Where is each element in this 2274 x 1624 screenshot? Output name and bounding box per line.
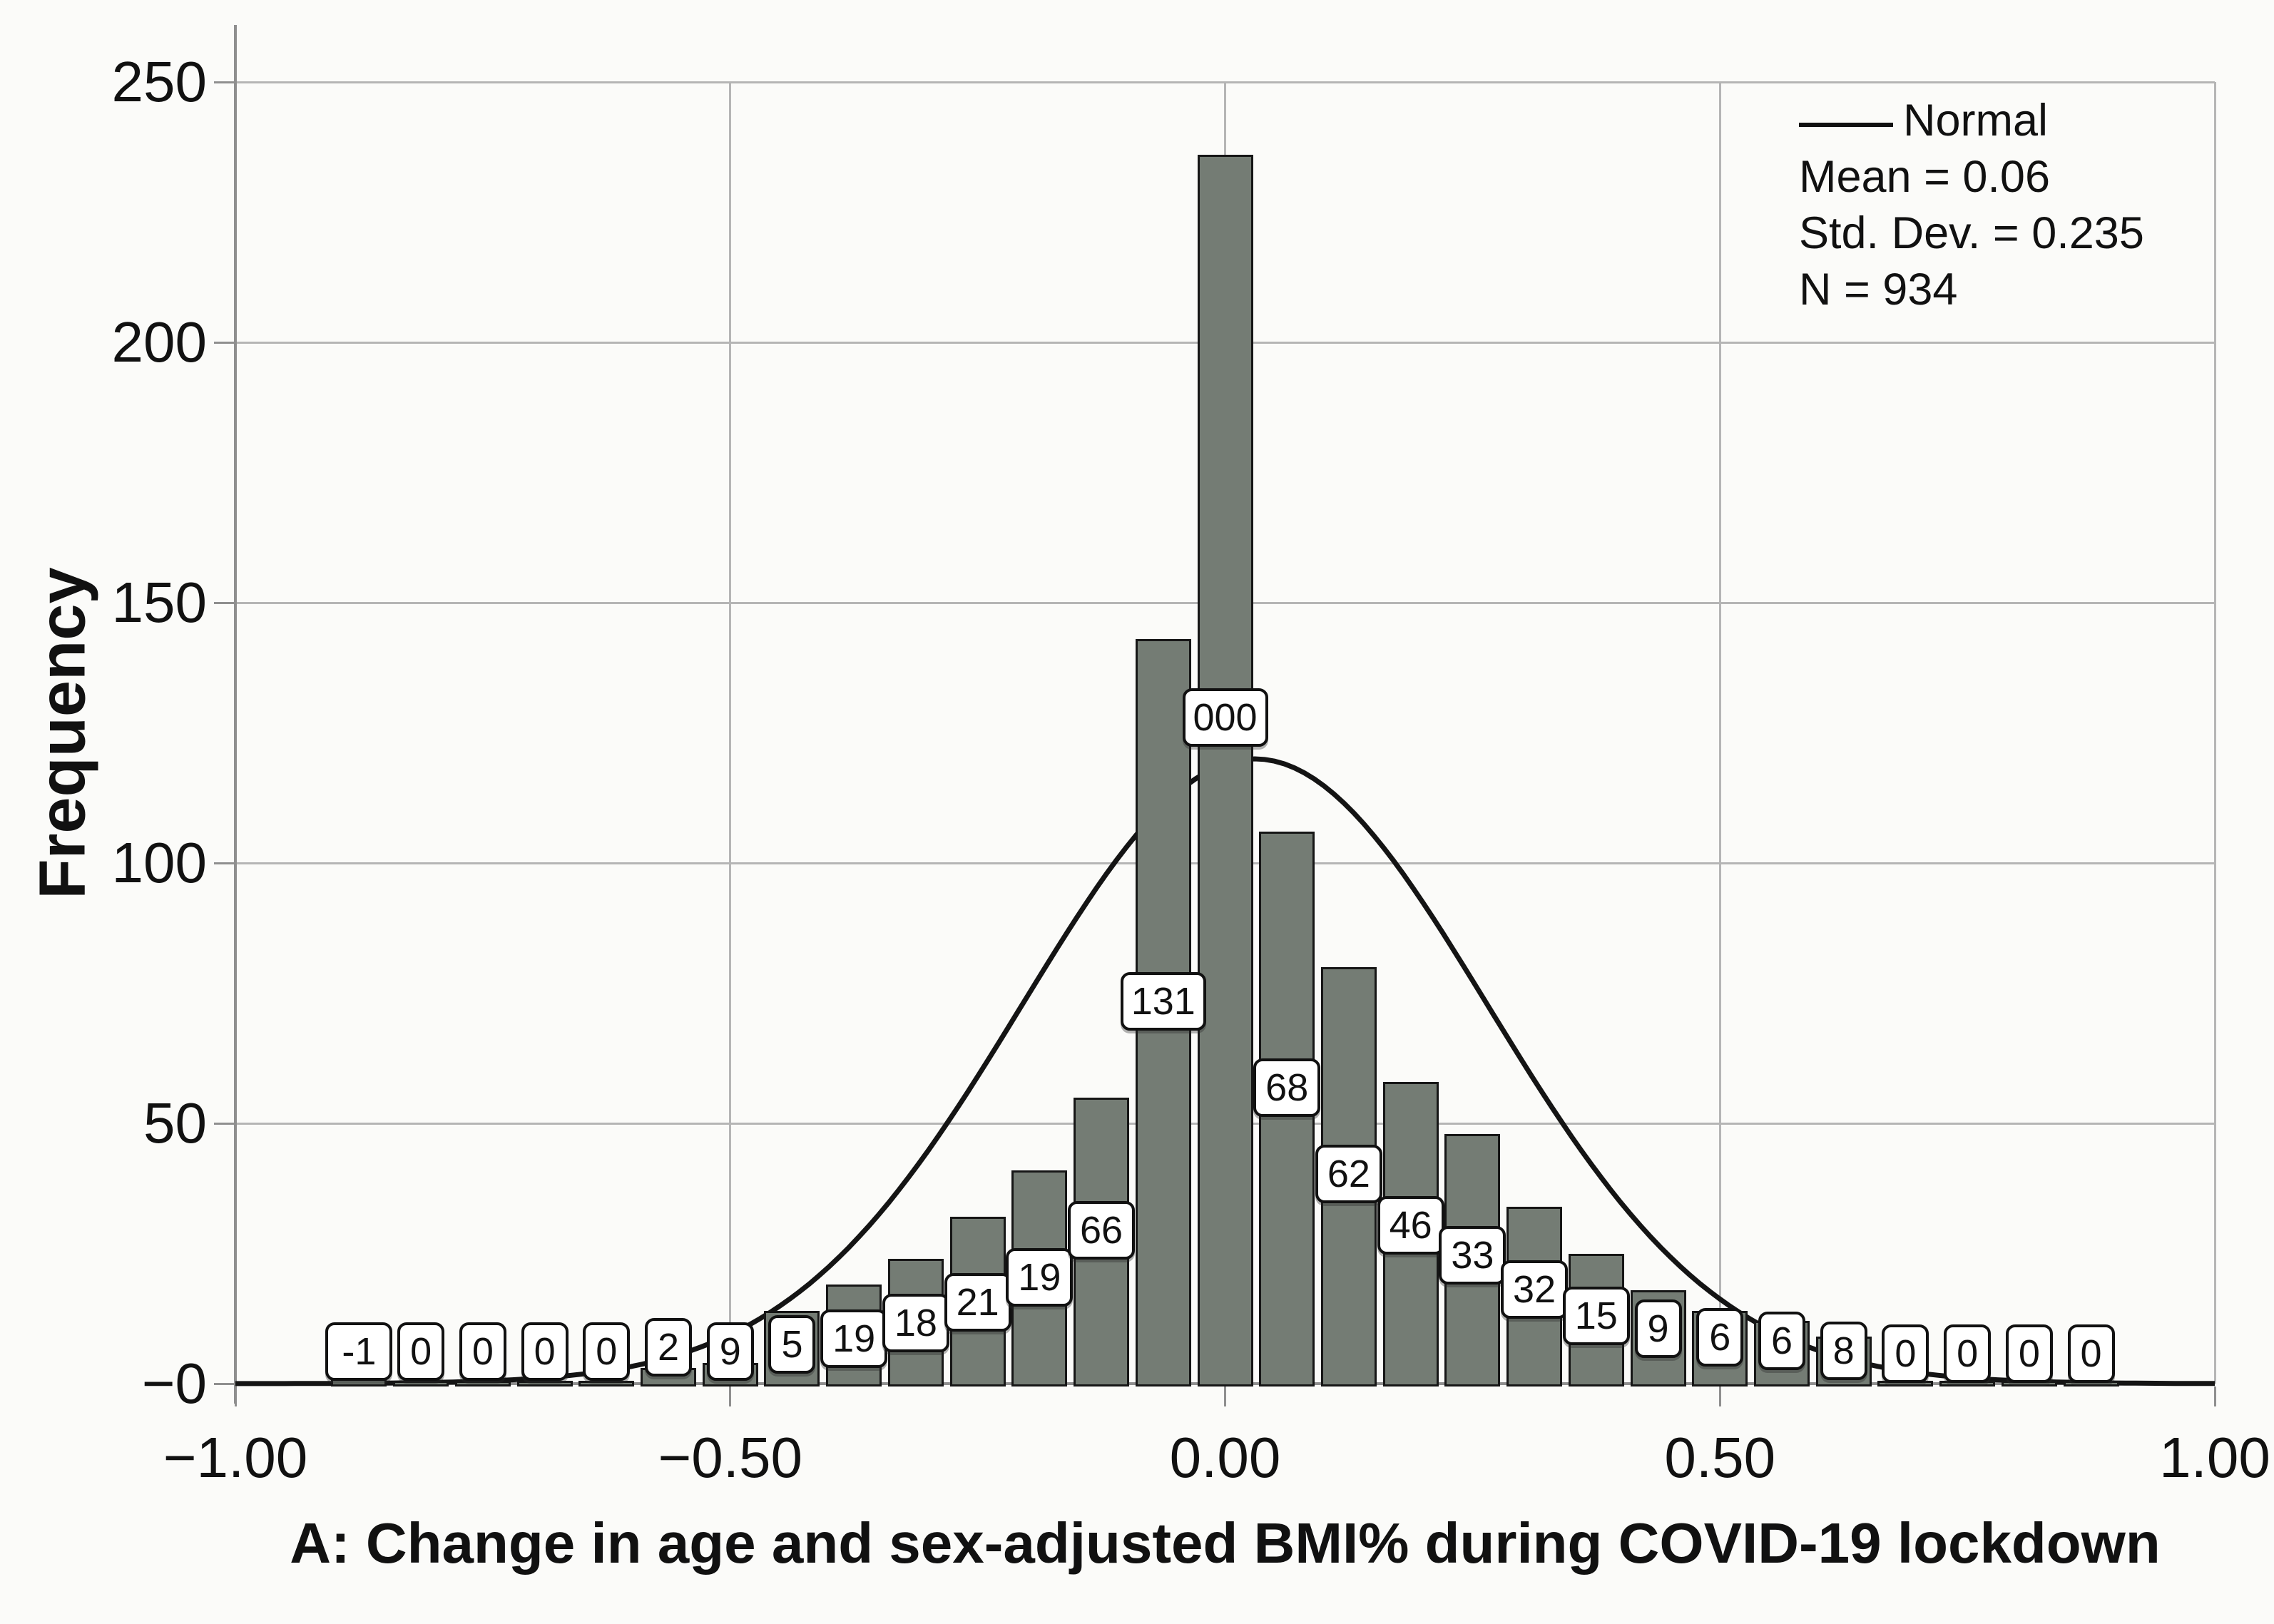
bar-value-label: 5: [768, 1314, 816, 1374]
x-tick-label: −1.00: [163, 1426, 308, 1489]
x-tick: [234, 1386, 237, 1406]
y-tick: [214, 862, 235, 864]
x-tick-label: −0.50: [658, 1426, 802, 1489]
bar-value-label: -1: [325, 1322, 393, 1382]
legend-normal-label: Normal: [1903, 96, 2049, 145]
bar-value-label: 8: [1820, 1322, 1867, 1380]
legend-normal-row: Normal: [1799, 93, 2144, 149]
bar-value-label: 18: [882, 1294, 949, 1353]
bar-value-label: 6: [1758, 1312, 1805, 1371]
x-gridline: [729, 82, 732, 1384]
bar-value-label: 0: [397, 1322, 445, 1382]
legend-std-dev: Std. Dev. = 0.235: [1799, 208, 2144, 258]
normal-curve-line-swatch: [1799, 123, 1893, 127]
y-tick: [214, 81, 235, 83]
y-tick: [214, 1382, 235, 1385]
legend: Normal Mean = 0.06 Std. Dev. = 0.235 N =…: [1799, 93, 2144, 318]
bar-value-label: 2: [645, 1317, 693, 1377]
bar-value-label: 0: [2005, 1324, 2053, 1383]
bar-value-label: 0: [521, 1322, 568, 1382]
bar-value-label: 46: [1377, 1196, 1444, 1255]
y-tick-label: 200: [111, 310, 207, 374]
y-tick-label: 150: [111, 571, 207, 634]
bar-value-label: 21: [944, 1273, 1011, 1332]
histogram-bar: [516, 1381, 573, 1386]
x-gridline: [2213, 82, 2216, 1384]
bar-value-label: 0: [2067, 1324, 2115, 1383]
x-gridline: [1718, 82, 1721, 1384]
bar-value-label: 19: [820, 1309, 888, 1369]
bar-value-label: 32: [1501, 1260, 1569, 1319]
bar-value-label: 15: [1562, 1287, 1630, 1346]
legend-n: N = 934: [1799, 265, 1958, 315]
bar-value-label: 68: [1253, 1058, 1321, 1118]
x-tick-label: 0.50: [1664, 1426, 1776, 1489]
x-tick-label: 1.00: [2159, 1426, 2270, 1489]
bar-value-label: 62: [1315, 1144, 1382, 1203]
bar-value-label: 0: [459, 1322, 506, 1382]
bar-value-label: 33: [1439, 1225, 1506, 1285]
histogram-bar: [578, 1381, 635, 1386]
y-axis-line: [234, 25, 237, 1404]
histogram-bar: [454, 1381, 511, 1386]
x-tick: [1718, 1386, 1721, 1406]
histogram-bar: [393, 1381, 449, 1386]
x-tick: [729, 1386, 732, 1406]
bar-value-label: 0: [1944, 1324, 1992, 1383]
x-tick: [2213, 1386, 2216, 1406]
bar-value-label: 0: [583, 1322, 631, 1382]
y-axis-title: Frequency: [26, 567, 99, 899]
x-tick: [1224, 1386, 1226, 1406]
bar-value-label: 0: [1882, 1324, 1929, 1383]
legend-mean: Mean = 0.06: [1799, 152, 2051, 202]
y-tick-label: −0: [141, 1352, 207, 1415]
y-tick: [214, 601, 235, 604]
y-tick: [214, 1122, 235, 1125]
bar-value-label: 19: [1006, 1248, 1074, 1307]
bar-value-label: 66: [1068, 1200, 1136, 1260]
histogram-bar: [1197, 155, 1253, 1386]
y-tick: [214, 341, 235, 344]
bar-value-label: 9: [1634, 1299, 1682, 1359]
y-tick-label: 250: [111, 50, 207, 113]
y-tick-label: 50: [143, 1091, 207, 1155]
bar-value-label: 9: [706, 1322, 754, 1382]
bar-value-label: 000: [1182, 688, 1268, 747]
bar-value-label: 6: [1696, 1308, 1744, 1367]
y-tick-label: 100: [111, 831, 207, 894]
x-tick-label: 0.00: [1169, 1426, 1281, 1489]
x-axis-title: A: Change in age and sex-adjusted BMI% d…: [290, 1511, 2161, 1575]
bar-value-label: 131: [1120, 972, 1206, 1031]
